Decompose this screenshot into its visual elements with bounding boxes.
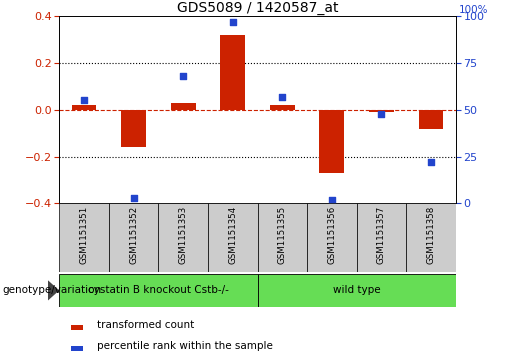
Bar [59,203,109,272]
Polygon shape [48,280,59,301]
Point [377,111,386,117]
Title: GDS5089 / 1420587_at: GDS5089 / 1420587_at [177,1,338,15]
Text: transformed count: transformed count [97,320,194,330]
Text: genotype/variation: genotype/variation [3,285,101,295]
Bar [419,110,443,129]
Bar [72,105,96,110]
Point [179,73,187,79]
Bar [270,105,295,110]
Text: percentile rank within the sample: percentile rank within the sample [97,341,273,351]
Point [80,98,88,103]
Point [278,94,286,99]
Bar [406,203,456,272]
Text: wild type: wild type [333,285,381,295]
Text: GSM1151351: GSM1151351 [79,205,89,264]
Point [427,159,435,165]
Text: cystatin B knockout Cstb-/-: cystatin B knockout Cstb-/- [88,285,229,295]
Point [328,197,336,203]
Bar [59,274,258,307]
Bar [369,110,394,112]
Bar [159,203,208,272]
Bar [258,274,456,307]
Bar [71,325,83,330]
Bar [121,110,146,147]
Bar [109,203,159,272]
Bar [208,203,258,272]
Bar [319,110,344,173]
Bar [258,203,307,272]
Bar [356,203,406,272]
Bar [307,203,356,272]
Bar [71,346,83,351]
Text: 100%: 100% [458,4,488,15]
Text: GSM1151352: GSM1151352 [129,205,138,264]
Text: GSM1151353: GSM1151353 [179,205,187,264]
Text: GSM1151356: GSM1151356 [328,205,336,264]
Point [229,19,237,25]
Text: GSM1151358: GSM1151358 [426,205,436,264]
Text: GSM1151354: GSM1151354 [228,205,237,264]
Bar [220,35,245,110]
Point [129,195,138,201]
Bar [171,103,196,110]
Text: GSM1151355: GSM1151355 [278,205,287,264]
Text: GSM1151357: GSM1151357 [377,205,386,264]
